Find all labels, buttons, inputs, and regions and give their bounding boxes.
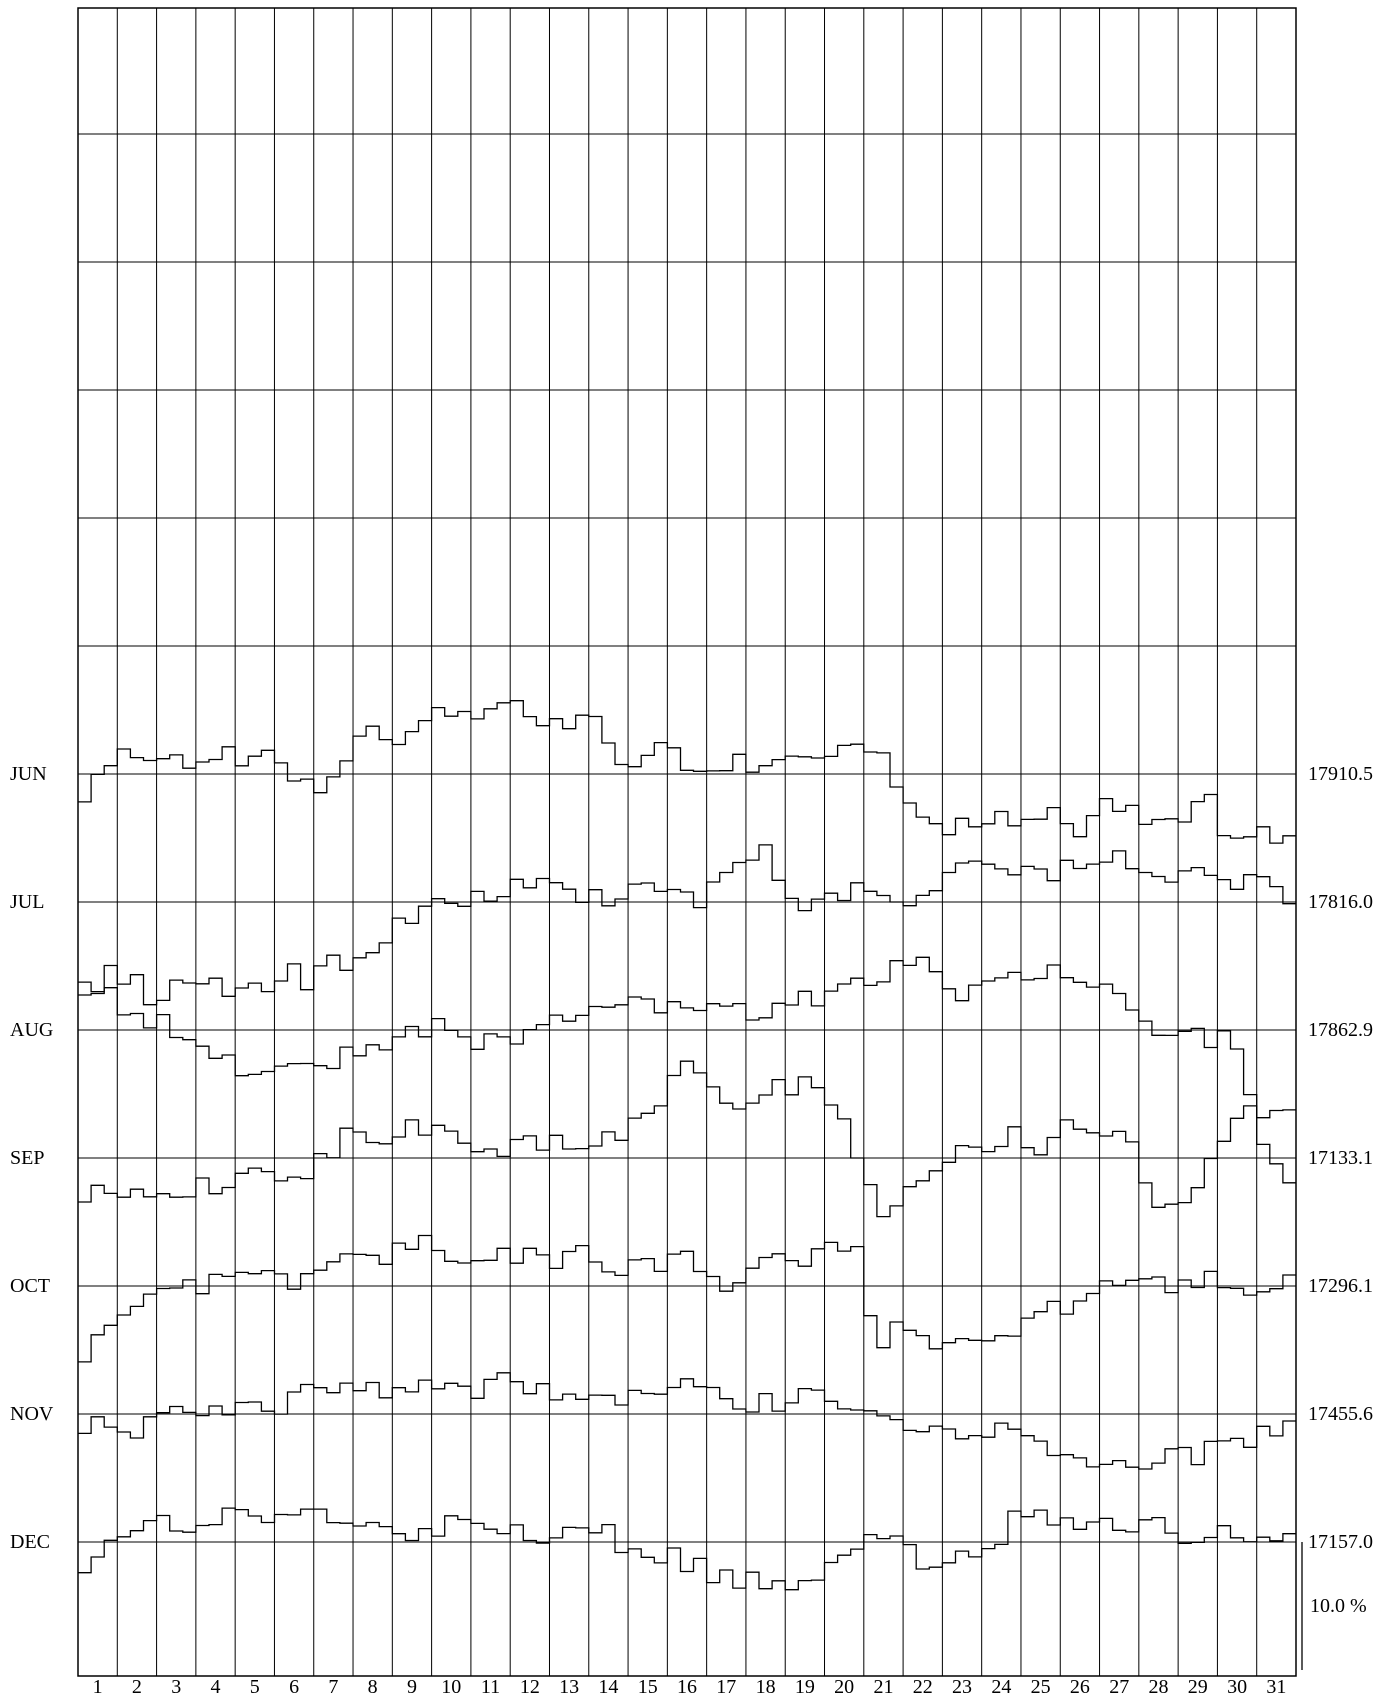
month-label: OCT bbox=[10, 1275, 50, 1297]
day-label: 17 bbox=[716, 1676, 736, 1697]
labels: 1 2 3 4 5 6 7 8 9 10 11 12 13 14 15 16 17 18 19 20 21 22 23 24 2… bbox=[10, 763, 1373, 1697]
day-label: 10 bbox=[441, 1676, 461, 1697]
day-label: 6 bbox=[289, 1676, 299, 1697]
month-label: NOV bbox=[10, 1403, 54, 1425]
day-label: 30 bbox=[1227, 1676, 1247, 1697]
day-label: 14 bbox=[598, 1676, 618, 1697]
day-label: 13 bbox=[559, 1676, 579, 1697]
day-label: 5 bbox=[250, 1676, 260, 1697]
day-label: 3 bbox=[171, 1676, 181, 1697]
day-label: 25 bbox=[1031, 1676, 1051, 1697]
day-label: 7 bbox=[328, 1676, 338, 1697]
traces bbox=[78, 700, 1296, 1591]
month-label: AUG bbox=[10, 1019, 53, 1041]
day-label: 31 bbox=[1266, 1676, 1286, 1697]
day-label: 27 bbox=[1109, 1676, 1129, 1697]
baseline-value-label: 17157.0 bbox=[1308, 1531, 1373, 1553]
day-label: 24 bbox=[991, 1676, 1011, 1697]
grid bbox=[77, 7, 1297, 1677]
baseline-value-label: 17910.5 bbox=[1308, 763, 1373, 785]
baseline-value-label: 17296.1 bbox=[1308, 1275, 1373, 1297]
baseline-value-label: 17862.9 bbox=[1308, 1019, 1373, 1041]
month-label: SEP bbox=[10, 1147, 44, 1169]
day-label: 1 bbox=[93, 1676, 103, 1697]
month-label: JUN bbox=[10, 763, 47, 785]
month-trace-jul bbox=[78, 844, 1296, 1006]
day-label: 21 bbox=[873, 1676, 893, 1697]
month-trace-nov bbox=[78, 1372, 1296, 1470]
day-label: 8 bbox=[368, 1676, 378, 1697]
plot-frame bbox=[77, 7, 1297, 1677]
day-label: 15 bbox=[638, 1676, 658, 1697]
day-label: 18 bbox=[756, 1676, 776, 1697]
day-label: 12 bbox=[520, 1676, 540, 1697]
baseline-value-label: 17133.1 bbox=[1308, 1147, 1373, 1169]
day-label: 20 bbox=[834, 1676, 854, 1697]
scale-label: 10.0 % bbox=[1310, 1595, 1367, 1617]
month-label: JUL bbox=[10, 891, 44, 913]
day-label: 11 bbox=[481, 1676, 500, 1697]
day-label: 26 bbox=[1070, 1676, 1090, 1697]
day-label: 22 bbox=[913, 1676, 933, 1697]
month-trace-oct bbox=[78, 1234, 1296, 1363]
month-trace-aug bbox=[78, 956, 1296, 1184]
day-label: 28 bbox=[1148, 1676, 1168, 1697]
month-trace-dec bbox=[78, 1507, 1296, 1591]
month-trace-sep bbox=[78, 1060, 1296, 1218]
day-label: 19 bbox=[795, 1676, 815, 1697]
day-label: 16 bbox=[677, 1676, 697, 1697]
month-label: DEC bbox=[10, 1531, 50, 1553]
month-trace-jun bbox=[78, 700, 1296, 844]
day-label: 4 bbox=[211, 1676, 221, 1697]
baseline-value-label: 17455.6 bbox=[1308, 1403, 1373, 1425]
day-label: 9 bbox=[407, 1676, 417, 1697]
day-label: 23 bbox=[952, 1676, 972, 1697]
day-label: 29 bbox=[1188, 1676, 1208, 1697]
baseline-value-label: 17816.0 bbox=[1308, 891, 1373, 913]
day-label: 2 bbox=[132, 1676, 142, 1697]
